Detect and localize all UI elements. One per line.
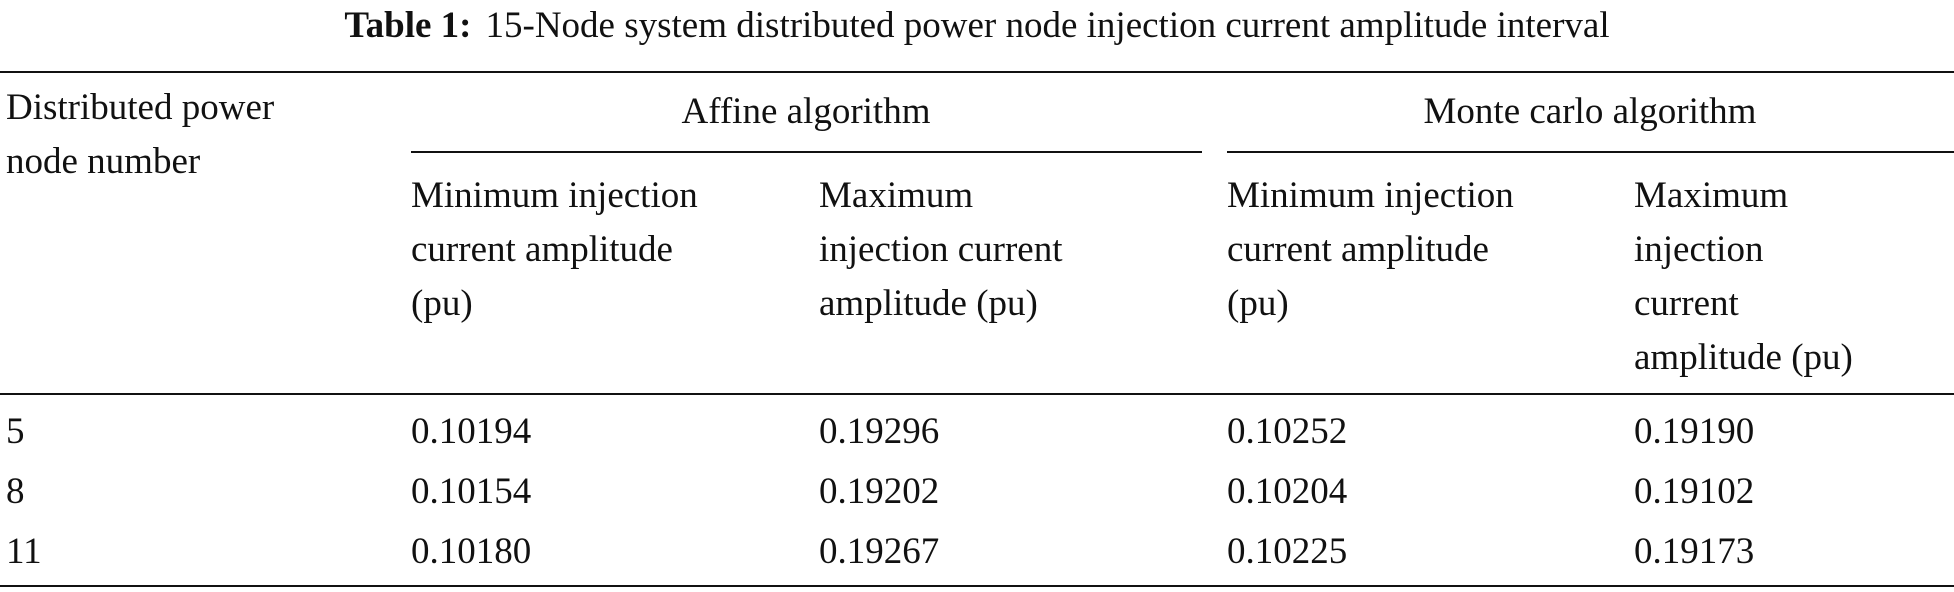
column-header: Minimum injection [1227, 175, 1514, 216]
row-label-header: node number [6, 141, 201, 182]
table-title: Table 1: 15-Node system distributed power… [0, 4, 1954, 48]
column-header: current [1634, 283, 1739, 324]
column-header: current amplitude [411, 229, 673, 270]
column-header: injection [1634, 229, 1764, 270]
column-header: Minimum injection [411, 175, 698, 216]
column-header: (pu) [1227, 283, 1289, 324]
group-rule [1227, 151, 1954, 153]
group-header: Affine algorithm [681, 91, 931, 132]
column-header: Maximum [819, 175, 974, 216]
cell: 0.10194 [411, 411, 532, 452]
cell: 0.10225 [1227, 531, 1348, 572]
cell: 0.10154 [411, 471, 532, 512]
cell: 0.10180 [411, 531, 532, 572]
row-label: 8 [6, 471, 25, 512]
table-label: Table 1: [344, 5, 472, 46]
row-label: 11 [6, 531, 42, 572]
column-header: amplitude (pu) [1634, 337, 1853, 378]
cell: 0.19202 [819, 471, 940, 512]
column-header: amplitude (pu) [819, 283, 1038, 324]
column-header: (pu) [411, 283, 473, 324]
row-label-header: Distributed power [6, 87, 275, 128]
cell: 0.19296 [819, 411, 940, 452]
top-rule [0, 71, 1954, 73]
group-rule [411, 151, 1202, 153]
bottom-rule [0, 585, 1954, 587]
row-label: 5 [6, 411, 25, 452]
cell: 0.19102 [1634, 471, 1755, 512]
column-header: injection current [819, 229, 1063, 270]
header-rule [0, 393, 1954, 395]
cell: 0.19267 [819, 531, 940, 572]
cell: 0.10252 [1227, 411, 1348, 452]
group-header: Monte carlo algorithm [1423, 91, 1757, 132]
cell: 0.10204 [1227, 471, 1348, 512]
column-header: Maximum [1634, 175, 1789, 216]
cell: 0.19190 [1634, 411, 1755, 452]
cell: 0.19173 [1634, 531, 1755, 572]
table-caption: 15-Node system distributed power node in… [485, 5, 1610, 46]
column-header: current amplitude [1227, 229, 1489, 270]
